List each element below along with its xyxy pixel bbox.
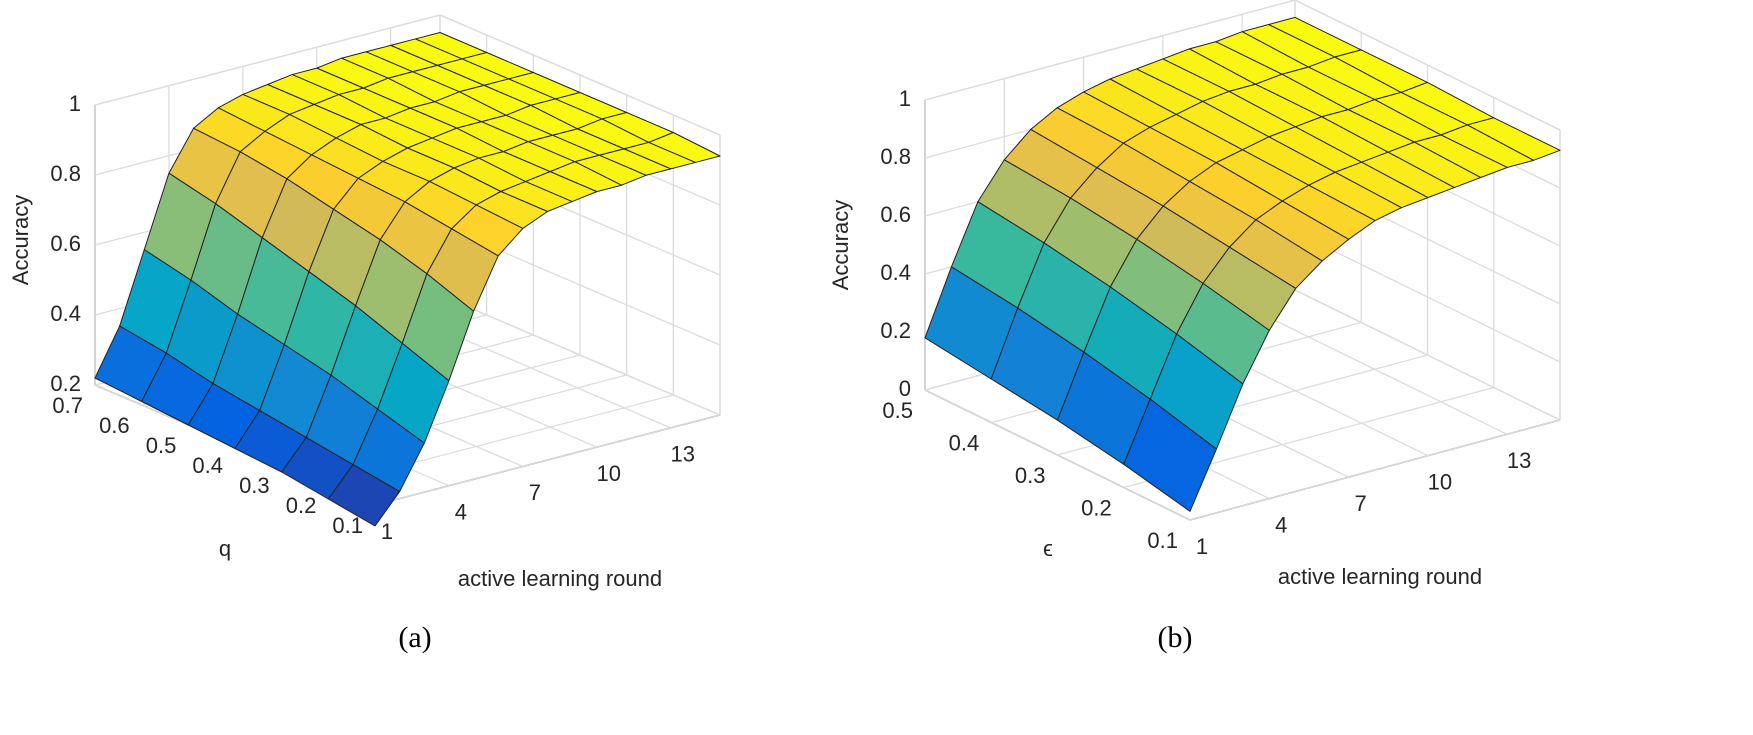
- x-tick-label: 7: [1354, 491, 1366, 516]
- z-tick-label: 0.6: [880, 202, 911, 227]
- panel-label: (a): [398, 621, 431, 654]
- x-tick-label: 10: [1428, 470, 1452, 495]
- x-axis-label: active learning round: [1278, 564, 1482, 589]
- grid-line: [924, 0, 1296, 101]
- surface-chart: 14710130.10.20.30.40.50.60.70.20.40.60.8…: [8, 14, 721, 654]
- x-tick-label: 4: [1275, 512, 1287, 537]
- grid-line: [94, 14, 441, 106]
- y-tick-label: 0.3: [239, 473, 270, 498]
- surface-patch: [327, 464, 401, 527]
- grid-line: [374, 414, 721, 506]
- x-tick-label: 13: [1507, 448, 1531, 473]
- y-tick-label: 0.4: [949, 430, 980, 455]
- x-tick-label: 1: [1196, 534, 1208, 559]
- y-tick-label: 0.1: [332, 513, 363, 538]
- z-tick-label: 0.8: [880, 144, 911, 169]
- x-axis-label: active learning round: [458, 566, 662, 591]
- grid-line: [439, 14, 721, 136]
- grid-line: [1294, 231, 1561, 363]
- y-tick-label: 0.6: [99, 413, 130, 438]
- z-tick-label: 0: [899, 376, 911, 401]
- surface-chart: 1 4 7 10 13 0.1 0.2 0.3 0.4 0.50 0.2 0.4 0.6 0.8 1 Accu…: [828, 0, 1561, 654]
- z-tick-label: 0.2: [50, 371, 81, 396]
- x-tick-label: 1: [381, 519, 393, 544]
- z-tick-label: 0.8: [50, 161, 81, 186]
- panel-label: (b): [1158, 621, 1193, 654]
- y-tick-label: 0.4: [192, 453, 223, 478]
- y-tick-label: 0.5: [146, 433, 177, 458]
- z-tick-label: 0.2: [880, 318, 911, 343]
- grid-line: [1294, 289, 1561, 421]
- z-tick-label: 0.4: [880, 260, 911, 285]
- grid-line: [439, 294, 721, 416]
- x-tick-label: 13: [670, 442, 694, 467]
- z-tick-label: 0.6: [50, 231, 81, 256]
- x-tick-label: 7: [529, 480, 541, 505]
- z-tick-label: 0.4: [50, 301, 81, 326]
- x-tick-label: 4: [455, 500, 467, 525]
- y-tick-label: 0.7: [52, 393, 83, 418]
- x-tick-label: 10: [597, 461, 621, 486]
- y-tick-label: 0.1: [1147, 528, 1178, 553]
- y-axis-label: ϵ: [1043, 536, 1053, 561]
- surface-patch: [1123, 398, 1217, 512]
- grid-line: [1294, 0, 1561, 131]
- y-tick-label: 0.3: [1015, 463, 1046, 488]
- z-axis-label: Accuracy: [828, 200, 853, 290]
- y-tick-label: 0.2: [1081, 495, 1112, 520]
- grid-line: [1189, 419, 1561, 521]
- z-tick-label: 1: [69, 91, 81, 116]
- y-axis-label: q: [219, 536, 231, 561]
- y-tick-label: 0.2: [286, 493, 317, 518]
- y-tick-label: 0.5: [882, 398, 913, 423]
- z-tick-label: 1: [899, 86, 911, 111]
- z-axis-label: Accuracy: [8, 195, 33, 285]
